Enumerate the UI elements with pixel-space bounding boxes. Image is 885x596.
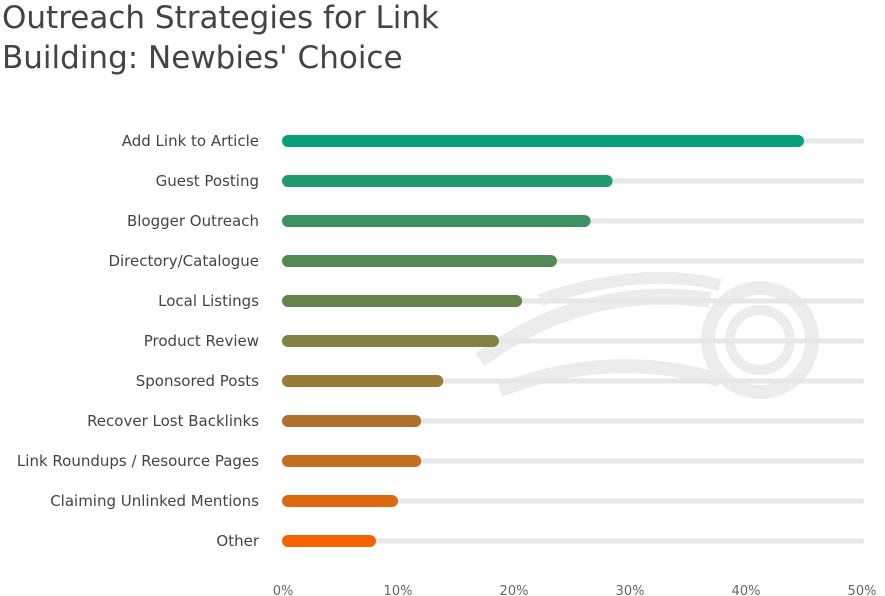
x-tick-label: 30% [616,584,645,596]
category-label: Local Listings [158,292,259,310]
x-tick-label: 10% [384,584,413,596]
x-tick-label: 40% [732,584,761,596]
category-label: Guest Posting [156,172,259,190]
category-label: Blogger Outreach [127,212,259,230]
x-tick-label: 20% [500,584,529,596]
category-label: Directory/Catalogue [108,252,259,270]
x-tick-label: 0% [273,584,294,596]
category-label: Other [216,532,259,550]
x-tick-label: 50% [848,584,877,596]
category-label: Claiming Unlinked Mentions [50,492,259,510]
watermark-logo [475,271,819,399]
category-label: Product Review [144,332,259,350]
category-label: Add Link to Article [122,132,259,150]
category-label: Link Roundups / Resource Pages [17,452,259,470]
category-label: Sponsored Posts [136,372,259,390]
category-label: Recover Lost Backlinks [87,412,259,430]
chart-title: Outreach Strategies for Link Building: N… [2,0,440,76]
